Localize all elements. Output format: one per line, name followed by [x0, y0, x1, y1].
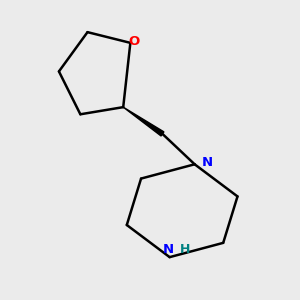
- Text: N: N: [202, 156, 213, 169]
- Polygon shape: [123, 107, 164, 136]
- Text: H: H: [180, 243, 190, 256]
- Text: N: N: [162, 243, 173, 256]
- Text: O: O: [128, 34, 140, 48]
